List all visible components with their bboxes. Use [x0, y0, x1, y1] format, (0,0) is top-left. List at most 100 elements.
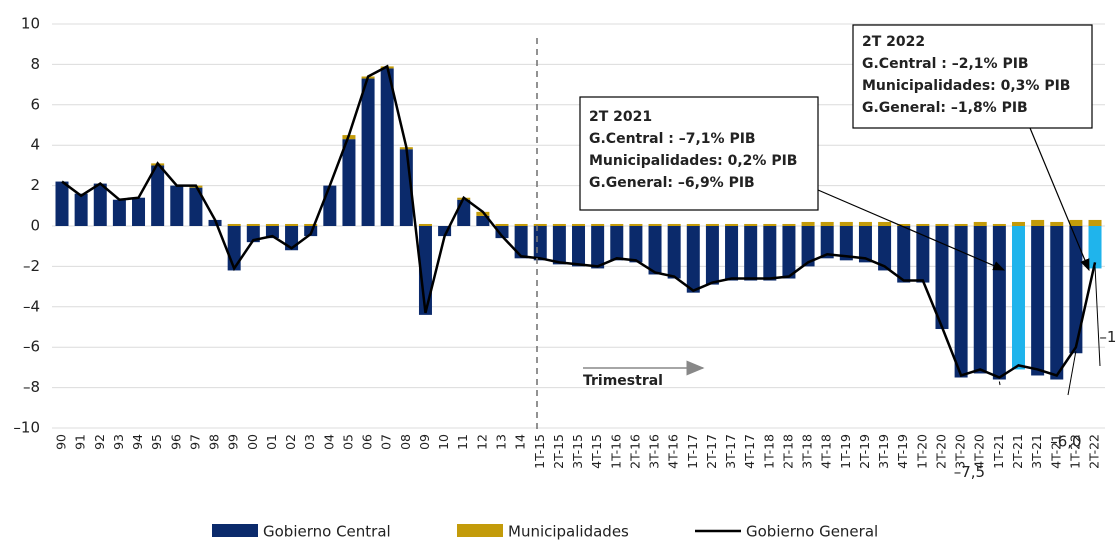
y-tick-label: 10	[21, 15, 40, 33]
bar	[955, 224, 968, 226]
legend-label: Gobierno General	[746, 523, 878, 541]
x-tick-label: 90	[54, 434, 69, 450]
x-tick-label: 2T-21	[1010, 434, 1025, 469]
x-tick-label: 1T-19	[838, 434, 853, 469]
x-tick-label: 08	[398, 434, 413, 450]
bar	[725, 224, 738, 226]
x-tick-label: 1T-20	[914, 434, 929, 469]
bar	[744, 224, 757, 226]
bar	[113, 200, 126, 226]
x-tick-label: 12	[474, 434, 489, 450]
x-tick-label: 2T-17	[704, 434, 719, 469]
bar	[1050, 226, 1063, 380]
bar	[916, 224, 929, 226]
bar	[94, 184, 107, 226]
annotation-text: G.Central : –2,1% PIB	[862, 56, 1029, 72]
legend-label: Municipalidades	[508, 523, 629, 541]
bar	[1089, 226, 1102, 268]
x-tick-label: 4T-21	[1048, 434, 1063, 469]
bar	[495, 224, 508, 226]
x-tick-label: 4T-15	[589, 434, 604, 469]
bar	[687, 224, 700, 226]
bar	[362, 79, 375, 226]
annotation: Trimestral	[583, 373, 663, 389]
bar	[649, 224, 662, 226]
bar	[782, 226, 795, 279]
x-tick-label: 3T-19	[876, 434, 891, 469]
bar	[1069, 226, 1082, 353]
bar	[534, 226, 547, 260]
bar	[706, 224, 719, 226]
bar	[534, 224, 547, 226]
x-tick-label: 93	[111, 434, 126, 450]
bar	[974, 226, 987, 373]
bar	[687, 226, 700, 293]
x-tick-label: 3T-21	[1029, 434, 1044, 469]
bar	[668, 224, 681, 226]
bar	[706, 226, 719, 285]
legend-label: Gobierno Central	[263, 523, 391, 541]
x-tick-label: 2T-16	[627, 434, 642, 469]
x-tick-label: 1T-18	[761, 434, 776, 469]
x-tick-label: 4T-17	[742, 434, 757, 469]
x-tick-label: 1T-17	[685, 434, 700, 469]
bar	[285, 224, 298, 226]
bar	[1031, 220, 1044, 226]
x-tick-label: 94	[130, 434, 145, 450]
x-tick-label: 11	[455, 434, 470, 450]
x-tick-label: 4T-18	[819, 434, 834, 469]
x-tick-label: 92	[92, 434, 107, 450]
x-tick-label: 2T-18	[780, 434, 795, 469]
bar	[56, 182, 69, 226]
bar	[515, 226, 528, 258]
y-tick-label: 2	[30, 176, 40, 194]
x-tick-label: 04	[321, 434, 336, 450]
x-tick-label: 01	[264, 434, 279, 450]
bar	[170, 186, 183, 226]
x-tick-label: 97	[187, 434, 202, 450]
bar	[1069, 220, 1082, 226]
x-tick-label: 96	[168, 434, 183, 450]
bar	[993, 226, 1006, 380]
y-tick-label: 8	[30, 55, 40, 73]
leader-line	[1095, 266, 1100, 366]
x-tick-label: 2T-22	[1087, 434, 1102, 469]
bar	[1031, 226, 1044, 375]
bar	[955, 226, 968, 378]
bar	[1089, 220, 1102, 226]
bar	[342, 139, 355, 226]
bar	[610, 224, 623, 226]
bar	[725, 226, 738, 281]
bar	[629, 226, 642, 262]
data-label: –1,8	[1099, 328, 1116, 346]
x-tick-label: 1T-22	[1067, 434, 1082, 469]
bar	[649, 226, 662, 274]
bar	[553, 226, 566, 264]
bar	[763, 226, 776, 281]
bar	[802, 222, 815, 226]
x-tick-label: 1T-21	[991, 434, 1006, 469]
x-tick-label: 02	[283, 434, 298, 450]
bar	[381, 68, 394, 226]
x-tick-label: 3T-16	[647, 434, 662, 469]
y-tick-label: –10	[13, 419, 40, 437]
x-tick-label: 91	[73, 434, 88, 450]
y-tick-label: 6	[30, 95, 40, 113]
bar	[897, 226, 910, 283]
bar	[266, 224, 279, 226]
bar	[247, 224, 260, 226]
bar	[974, 222, 987, 226]
bar	[591, 224, 604, 226]
bar	[668, 226, 681, 279]
bar	[763, 224, 776, 226]
x-tick-label: 2T-19	[857, 434, 872, 469]
bar	[610, 226, 623, 260]
y-tick-label: –4	[23, 297, 40, 315]
bar	[878, 222, 891, 226]
bar	[821, 222, 834, 226]
x-tick-label: 06	[360, 434, 375, 450]
y-tick-label: –6	[23, 338, 40, 356]
x-tick-label: 3T-20	[953, 434, 968, 469]
x-tick-label: 3T-17	[723, 434, 738, 469]
bar	[323, 186, 336, 226]
